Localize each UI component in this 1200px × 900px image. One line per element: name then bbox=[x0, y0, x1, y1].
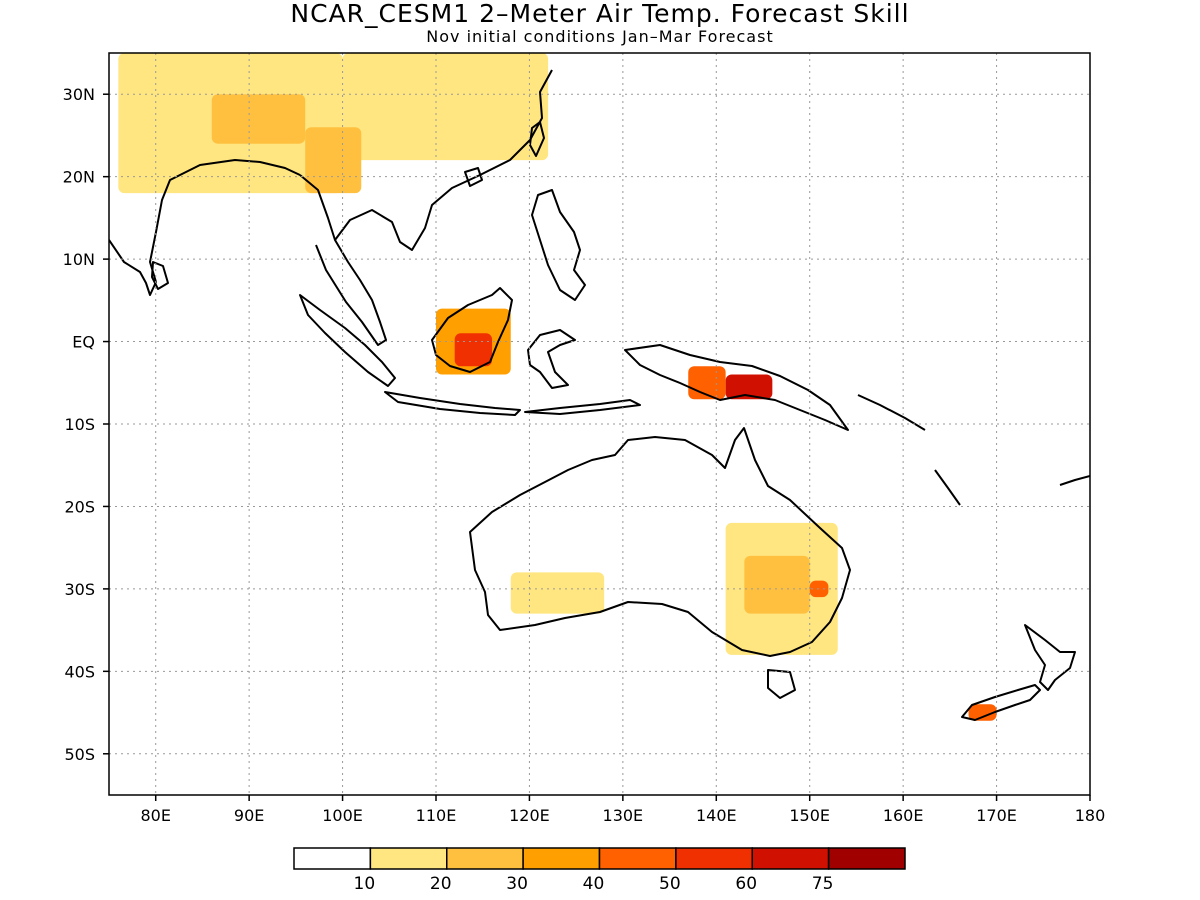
axes: 80E 90E 100E 110E 120E 130E 140E 150E 160E 170E 18… bbox=[63, 85, 1106, 825]
colorbar-swatch bbox=[675, 847, 753, 870]
page-title: NCAR_CESM1 2–Meter Air Temp. Forecast Sk… bbox=[290, 0, 910, 28]
skill-region bbox=[809, 580, 829, 598]
x-tick-label: 120E bbox=[509, 806, 550, 825]
colorbar-label: 10 bbox=[354, 874, 376, 894]
colorbar-swatch bbox=[751, 847, 830, 870]
colorbar-label: 40 bbox=[583, 874, 605, 894]
y-tick-label: 10S bbox=[64, 415, 95, 434]
colorbar-label: 75 bbox=[812, 874, 834, 894]
skill-region bbox=[510, 572, 605, 614]
skill-region bbox=[454, 333, 493, 367]
y-tick-label: 50S bbox=[64, 745, 95, 764]
colorbar-label: 50 bbox=[659, 874, 681, 894]
colorbar-swatch bbox=[293, 847, 372, 870]
y-tick-label: EQ bbox=[72, 333, 95, 352]
x-tick-label: 160E bbox=[883, 806, 924, 825]
x-tick-label: 170E bbox=[976, 806, 1017, 825]
skill-region bbox=[211, 94, 306, 144]
skill-region bbox=[744, 555, 810, 614]
colorbar-label: 30 bbox=[506, 874, 528, 894]
x-tick-label: 110E bbox=[416, 806, 457, 825]
colorbar-swatch bbox=[369, 847, 448, 870]
y-tick-label: 20S bbox=[64, 497, 95, 516]
skill-region bbox=[305, 127, 362, 194]
colorbar-label: 20 bbox=[430, 874, 452, 894]
grid-lines bbox=[109, 53, 1090, 795]
y-tick-label: 30S bbox=[64, 580, 95, 599]
y-tick-label: 40S bbox=[64, 662, 95, 681]
colorbar-swatch bbox=[598, 847, 677, 870]
x-tick-label: 180 bbox=[1075, 806, 1106, 825]
x-tick-label: 140E bbox=[696, 806, 737, 825]
skill-region bbox=[342, 53, 549, 161]
y-tick-label: 20N bbox=[63, 168, 95, 187]
skill-region bbox=[968, 704, 997, 721]
x-tick-label: 80E bbox=[140, 806, 170, 825]
y-tick-label: 10N bbox=[63, 250, 95, 269]
skill-region bbox=[725, 374, 773, 400]
coastlines bbox=[109, 69, 1090, 721]
x-tick-label: 100E bbox=[322, 806, 363, 825]
page-subtitle: Nov initial conditions Jan–Mar Forecast bbox=[426, 27, 774, 46]
colorbar-swatch bbox=[827, 847, 906, 870]
x-tick-label: 150E bbox=[789, 806, 830, 825]
colorbar-label: 60 bbox=[735, 874, 757, 894]
colorbar: 10 20 30 40 50 60 75 bbox=[293, 847, 906, 894]
x-tick-label: 130E bbox=[603, 806, 644, 825]
y-tick-label: 30N bbox=[63, 85, 95, 104]
colorbar-swatch bbox=[522, 847, 601, 870]
x-tick-label: 90E bbox=[234, 806, 264, 825]
colorbar-swatch bbox=[446, 847, 524, 870]
